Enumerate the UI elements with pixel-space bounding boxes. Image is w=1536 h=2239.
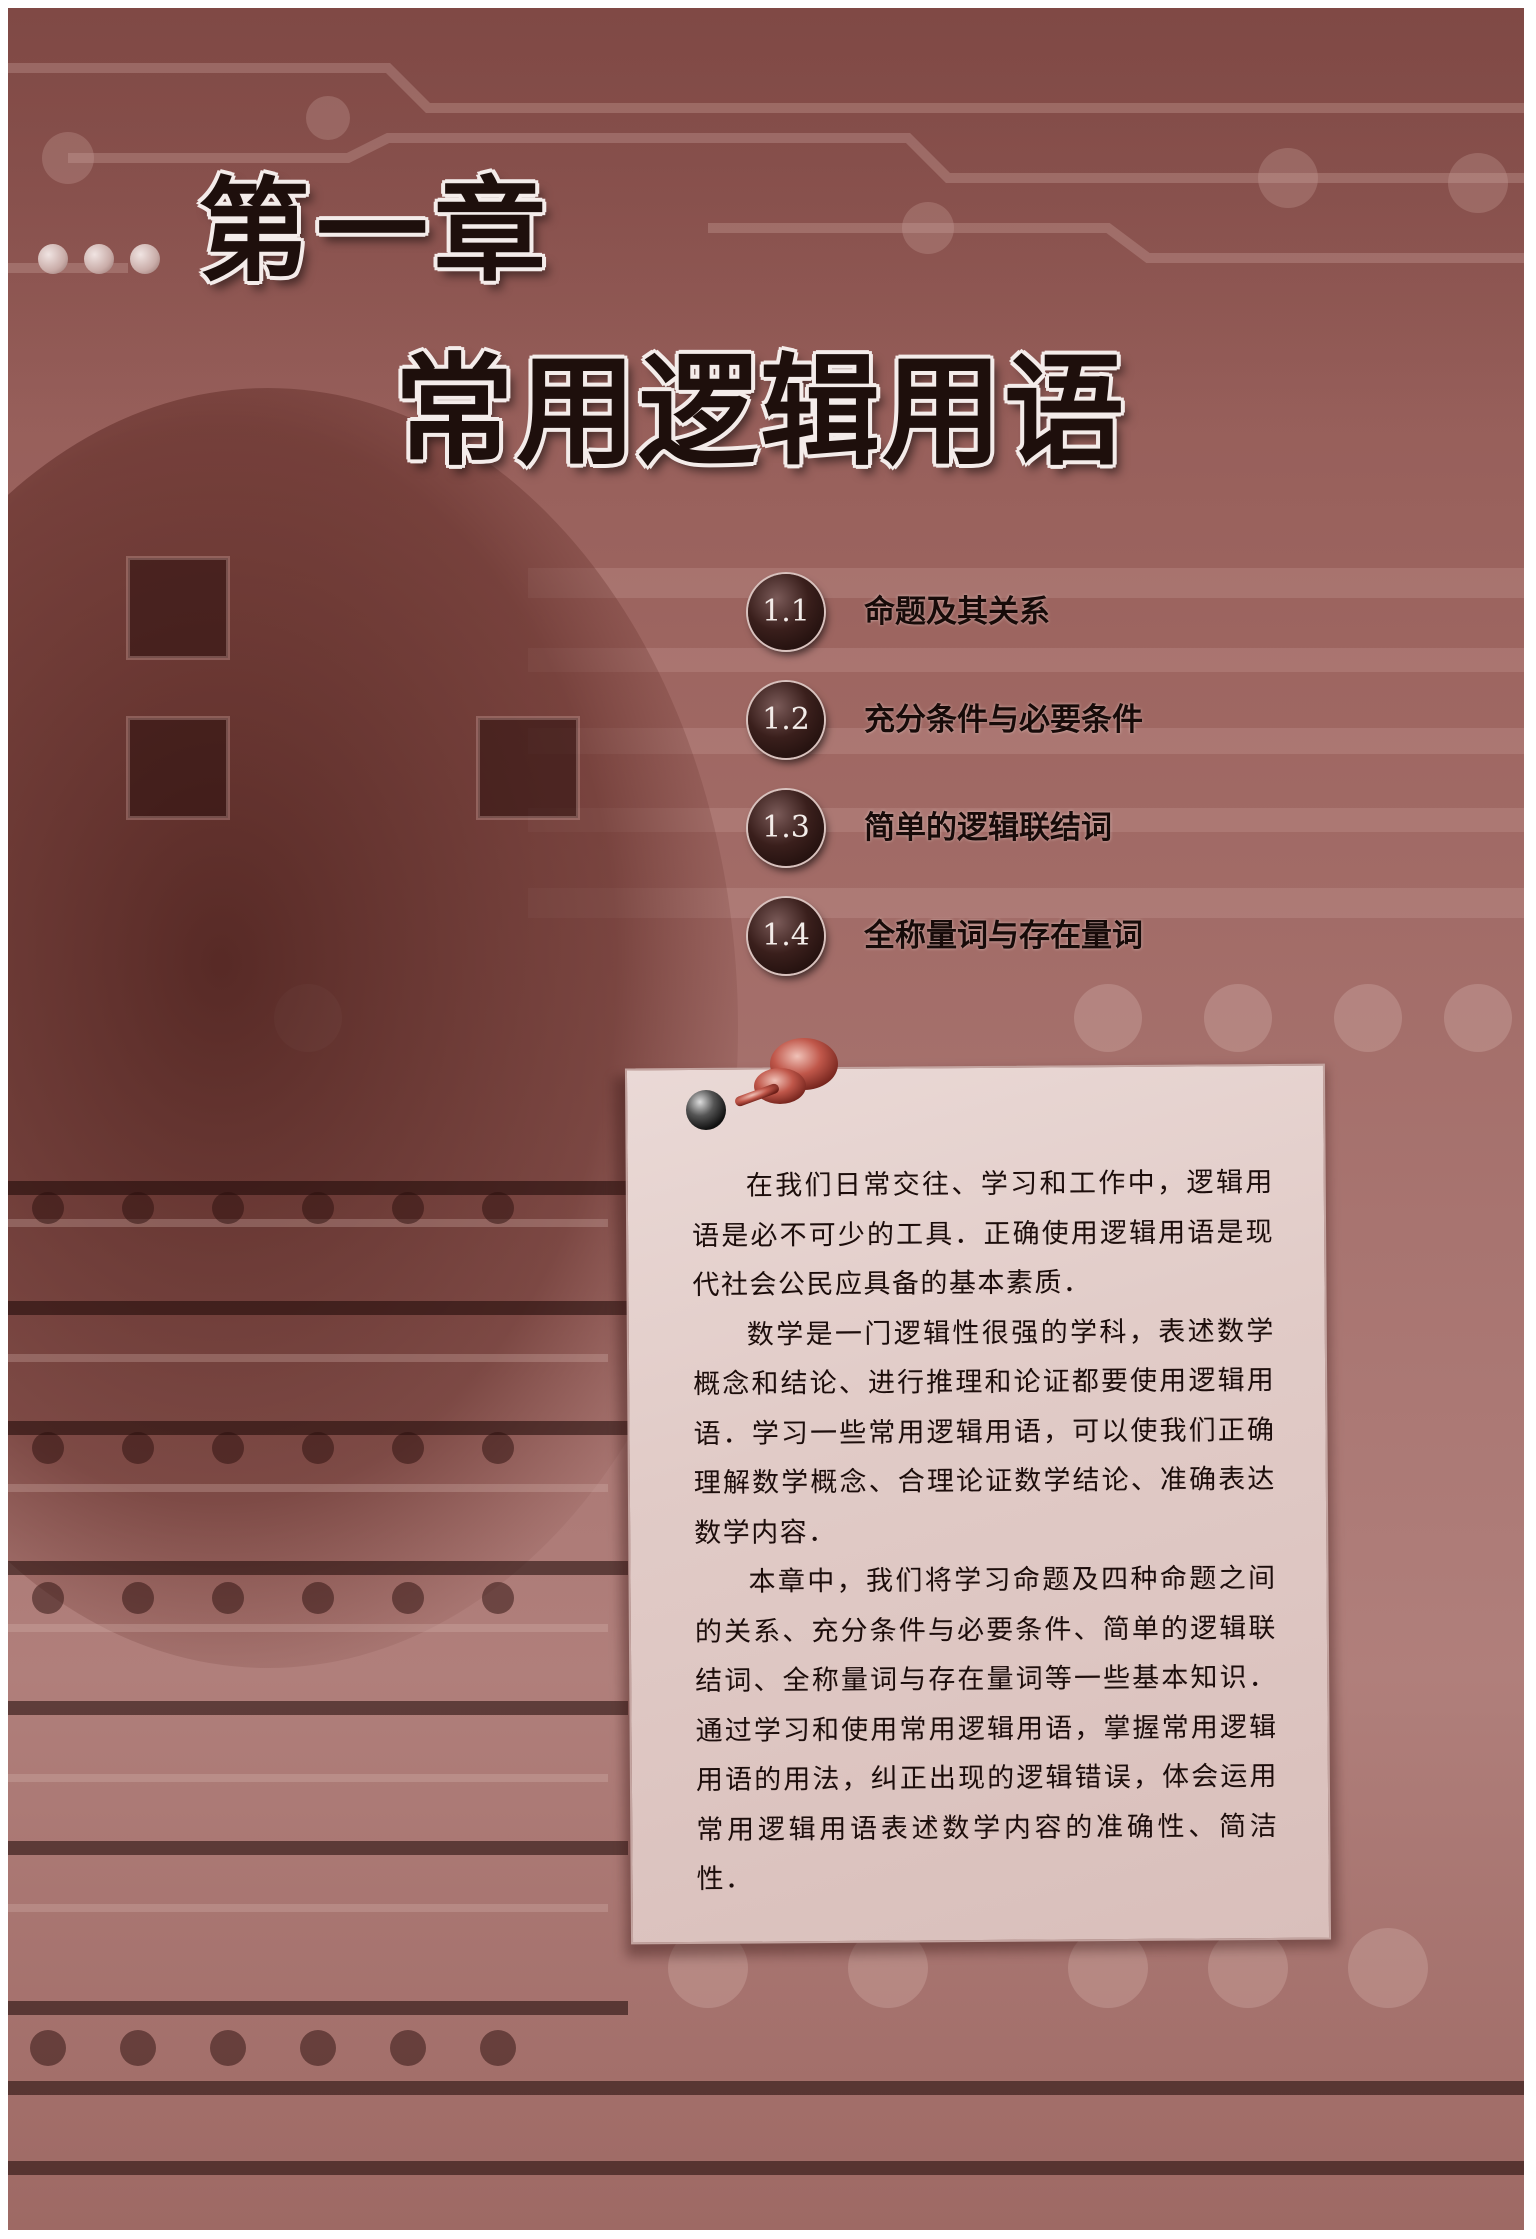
section-label: 全称量词与存在量词 <box>864 918 1143 954</box>
chapter-title: 常用逻辑用语 <box>394 341 1126 482</box>
chapter-cover-page: 第一章 常用逻辑用语 1.1 命题及其关系 1.2 充分条件与必要条件 1.3 … <box>8 8 1524 2230</box>
section-number-badge: 1.4 <box>748 898 824 974</box>
section-item-1-4[interactable]: 1.4 全称量词与存在量词 <box>748 898 1308 978</box>
dot-icon <box>130 244 160 274</box>
section-number-badge: 1.1 <box>748 574 824 650</box>
chapter-number: 第一章 <box>198 166 552 297</box>
section-number-badge: 1.2 <box>748 682 824 758</box>
dot-icon <box>38 244 68 274</box>
section-label: 命题及其关系 <box>864 594 1050 630</box>
circuit-board-background <box>8 8 1524 2175</box>
section-item-1-3[interactable]: 1.3 简单的逻辑联结词 <box>748 790 1308 870</box>
section-number-badge: 1.3 <box>748 790 824 866</box>
section-label: 充分条件与必要条件 <box>864 702 1143 738</box>
push-pin-icon <box>686 1038 838 1130</box>
intro-paragraph-3: 本章中，我们将学习命题及四种命题之间的关系、充分条件与必要条件、简单的逻辑联结词… <box>694 1562 1279 1895</box>
intro-paragraph-2: 数学是一门逻辑性很强的学科，表述数学概念和结论、进行推理和论证都要使用逻辑用语．… <box>693 1315 1276 1549</box>
section-item-1-1[interactable]: 1.1 命题及其关系 <box>748 574 1308 654</box>
section-item-1-2[interactable]: 1.2 充分条件与必要条件 <box>748 682 1308 762</box>
intro-paragraph-1: 在我们日常交往、学习和工作中，逻辑用语是必不可少的工具．正确使用逻辑用语是现代社… <box>692 1166 1275 1301</box>
intro-note-card: 在我们日常交往、学习和工作中，逻辑用语是必不可少的工具．正确使用逻辑用语是现代社… <box>624 1063 1332 1945</box>
dot-icon <box>84 244 114 274</box>
section-label: 简单的逻辑联结词 <box>864 810 1112 846</box>
